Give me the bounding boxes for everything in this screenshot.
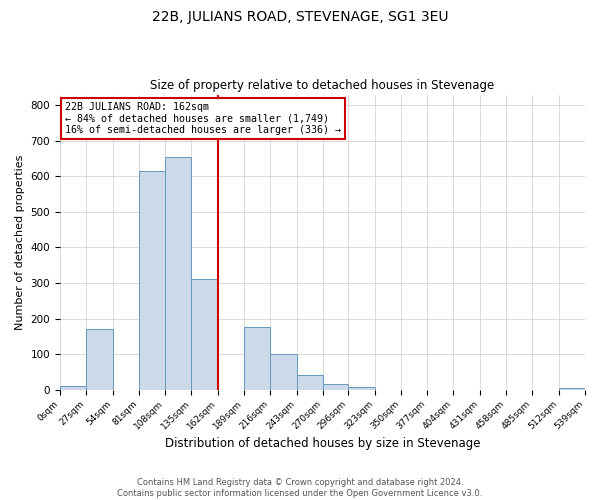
Bar [191,280,218,390]
Bar [271,354,296,390]
X-axis label: Distribution of detached houses by size in Stevenage: Distribution of detached houses by size … [165,437,480,450]
Bar [139,171,165,390]
Y-axis label: Number of detached properties: Number of detached properties [15,154,25,330]
Bar [60,386,86,390]
Bar [348,387,374,390]
Bar [86,329,113,390]
Text: 22B JULIANS ROAD: 162sqm
← 84% of detached houses are smaller (1,749)
16% of sem: 22B JULIANS ROAD: 162sqm ← 84% of detach… [65,102,341,135]
Bar [559,388,585,390]
Title: Size of property relative to detached houses in Stevenage: Size of property relative to detached ho… [151,79,494,92]
Bar [323,384,348,390]
Text: 22B, JULIANS ROAD, STEVENAGE, SG1 3EU: 22B, JULIANS ROAD, STEVENAGE, SG1 3EU [152,10,448,24]
Bar [244,328,271,390]
Bar [296,376,323,390]
Bar [165,157,191,390]
Text: Contains HM Land Registry data © Crown copyright and database right 2024.
Contai: Contains HM Land Registry data © Crown c… [118,478,482,498]
